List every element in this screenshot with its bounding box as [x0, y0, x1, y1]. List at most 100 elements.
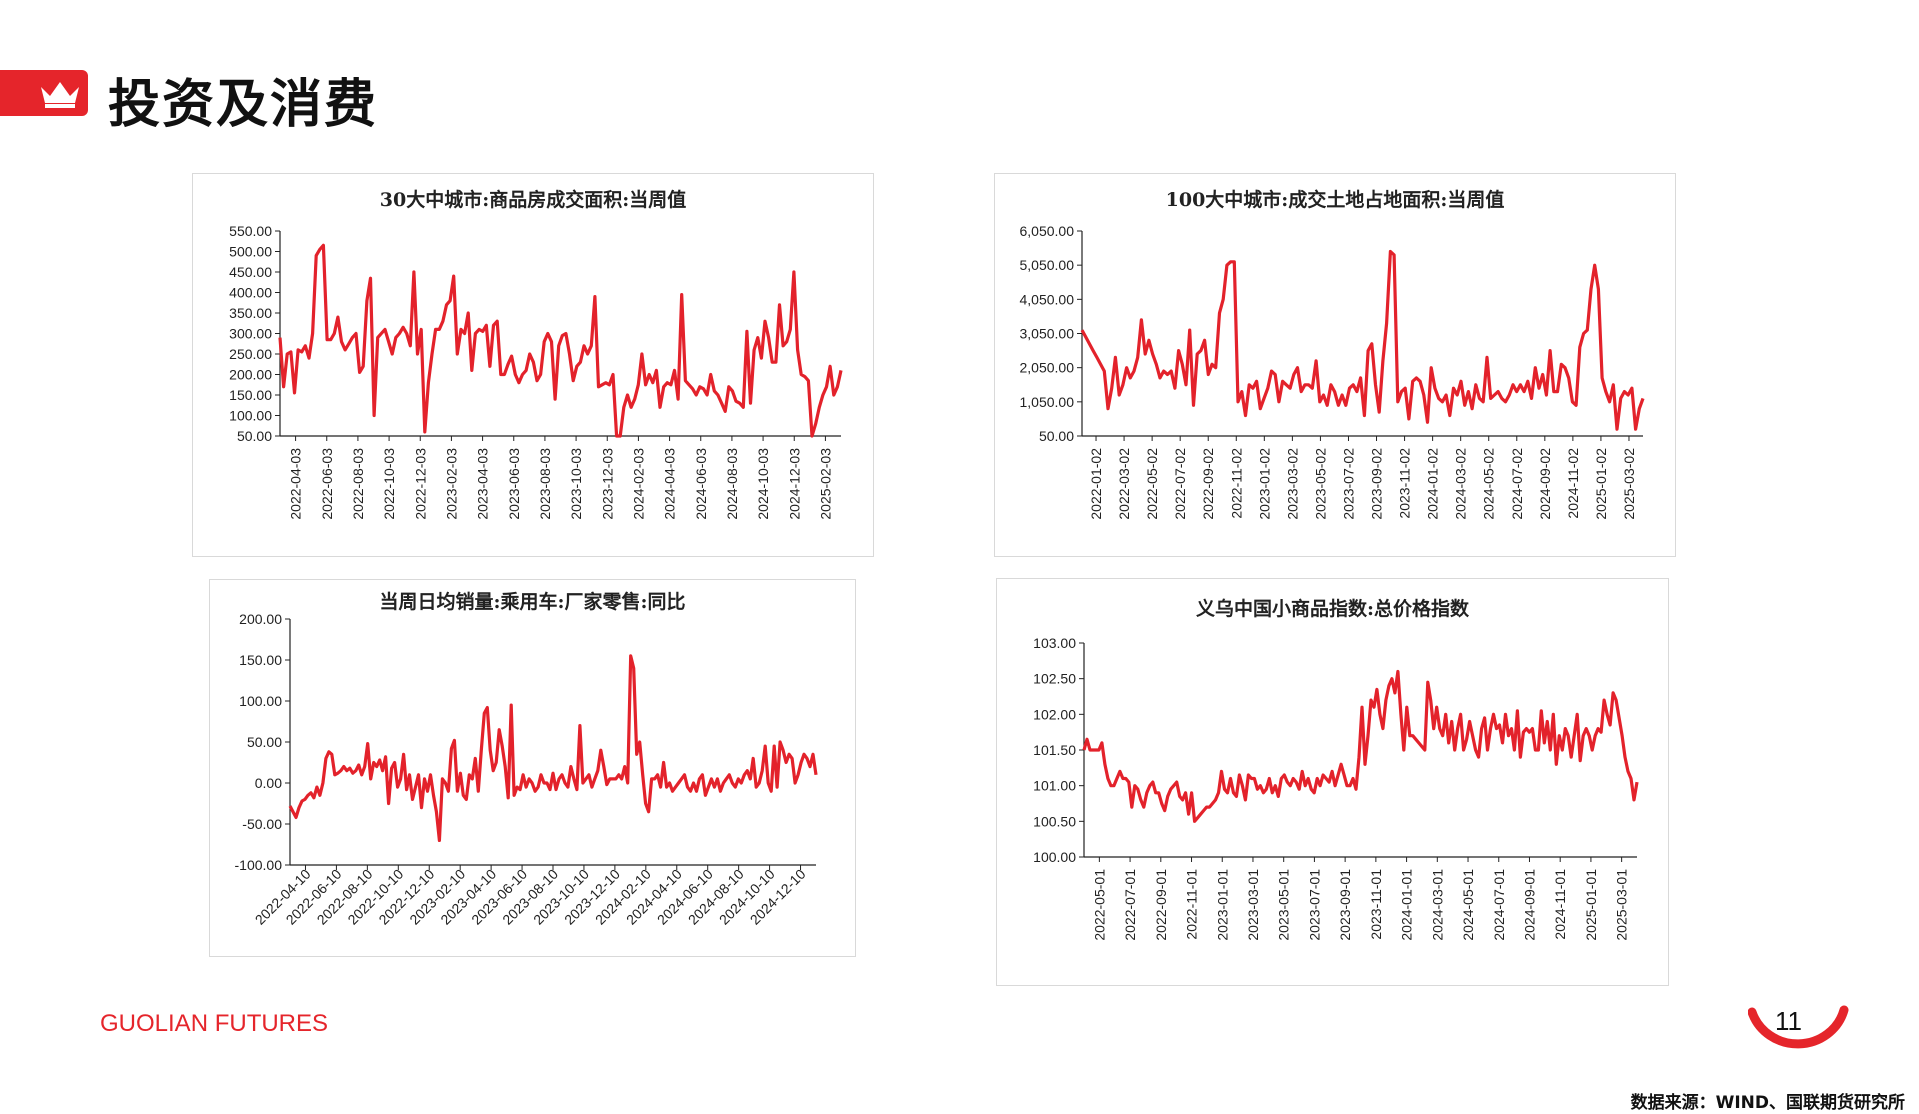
title-tab	[0, 70, 88, 116]
series-line	[1082, 669, 1639, 823]
x-tick-label: 2024-09-01	[1521, 869, 1537, 941]
x-tick-label: 2022-05-02	[1144, 448, 1160, 520]
x-tick-label: 2023-05-02	[1312, 448, 1328, 520]
x-tick-label: 2024-10-03	[755, 448, 771, 520]
x-tick-label: 2024-06-03	[693, 448, 709, 520]
y-tick-label: 150.00	[229, 387, 272, 403]
x-tick-label: 2024-11-02	[1565, 448, 1581, 519]
x-tick-label: 2022-09-02	[1200, 448, 1216, 520]
y-tick-label: 200.00	[229, 367, 272, 383]
x-tick-label: 2023-11-02	[1397, 448, 1413, 519]
chart-svg-2: 当周日均销量:乘用车:厂家零售:同比 -100.00 -50.00 0.00 50.00…	[235, 590, 818, 928]
x-tick-label: 2024-05-01	[1460, 869, 1476, 941]
x-tick-label: 2023-09-02	[1369, 448, 1385, 520]
x-tick-label: 2022-06-03	[319, 448, 335, 520]
y-tick-label: 6,050.00	[1020, 223, 1075, 239]
page-arc-decoration	[1748, 1005, 1849, 1049]
y-tick-label: 5,050.00	[1020, 257, 1075, 273]
brand-name-b: FUTURES	[208, 1010, 329, 1037]
x-tick-label: 2025-01-01	[1583, 869, 1599, 941]
chart-svg-3: 义乌中国小商品指数:总价格指数 100.00 100.50 101.00 101.50 1…	[1033, 597, 1639, 941]
chart-panel-residential-area: 30大中城市:商品房成交面积:当周值 50.00 100.00 150.00 200.0…	[192, 173, 874, 557]
chart-svg-1: 100大中城市:成交土地占地面积:当周值 50.00 1,050.00 2,050.0…	[1020, 188, 1645, 520]
x-tick-label: 2023-03-01	[1245, 869, 1261, 941]
y-tick-label: 250.00	[229, 346, 272, 362]
y-tick-label: 400.00	[229, 285, 272, 301]
x-tick-label: 2023-01-01	[1214, 869, 1230, 941]
x-tick-label: 2025-01-02	[1593, 448, 1609, 520]
x-tick-label: 2023-10-03	[568, 448, 584, 520]
y-tick-label: 3,050.00	[1020, 326, 1075, 342]
x-tick-label: 2025-02-03	[817, 448, 833, 520]
y-tick-label: 450.00	[229, 264, 272, 280]
series-line	[278, 243, 843, 438]
x-tick-label: 2025-03-02	[1621, 448, 1637, 520]
y-tick-label: 101.00	[1033, 778, 1076, 794]
x-tick-label: 2023-07-01	[1306, 869, 1322, 941]
y-tick-label: 1,050.00	[1020, 394, 1075, 410]
x-tick-label: 2023-11-01	[1368, 869, 1384, 940]
y-tick-label: 100.00	[239, 693, 282, 709]
x-tick-label: 2022-07-01	[1122, 869, 1138, 941]
y-tick-label: 200.00	[239, 611, 282, 627]
x-tick-label: 2023-02-03	[443, 448, 459, 520]
x-tick-label: 2022-11-02	[1228, 448, 1244, 519]
y-tick-label: 100.50	[1033, 813, 1076, 829]
x-tick-label: 2024-12-03	[786, 448, 802, 520]
x-tick-label: 2024-08-03	[724, 448, 740, 520]
x-tick-label: 2024-09-02	[1537, 448, 1553, 520]
x-tick-label: 2023-12-03	[599, 448, 615, 520]
y-tick-label: 300.00	[229, 326, 272, 342]
y-tick-label: 102.00	[1033, 706, 1076, 722]
x-tick-label: 2024-02-03	[630, 448, 646, 520]
y-tick-label: 350.00	[229, 305, 272, 321]
chart-panel-land-area: 100大中城市:成交土地占地面积:当周值 50.00 1,050.00 2,050.0…	[994, 173, 1676, 557]
chart-title: 当周日均销量:乘用车:厂家零售:同比	[379, 590, 685, 613]
chart-title: 义乌中国小商品指数:总价格指数	[1196, 597, 1470, 620]
x-tick-label: 2024-03-02	[1453, 448, 1469, 520]
x-tick-label: 2024-01-01	[1399, 869, 1415, 941]
x-tick-label: 2022-03-02	[1116, 448, 1132, 520]
chart-title: 30大中城市:商品房成交面积:当周值	[380, 188, 686, 211]
y-tick-label: 550.00	[229, 223, 272, 239]
x-tick-label: 2024-11-01	[1552, 869, 1568, 940]
chart-panel-yiwu-index: 义乌中国小商品指数:总价格指数 100.00 100.50 101.00 101.50 1…	[996, 578, 1669, 986]
y-tick-label: 500.00	[229, 244, 272, 260]
x-tick-label: 2023-08-03	[537, 448, 553, 520]
y-tick-label: -100.00	[235, 857, 283, 873]
y-tick-label: 2,050.00	[1020, 360, 1075, 376]
y-tick-label: 100.00	[229, 408, 272, 424]
y-tick-label: 102.50	[1033, 671, 1076, 687]
chart-title: 100大中城市:成交土地占地面积:当周值	[1166, 188, 1505, 211]
x-tick-label: 2024-04-03	[662, 448, 678, 520]
y-tick-label: 50.00	[237, 428, 272, 444]
y-tick-label: 0.00	[255, 775, 282, 791]
series-line	[288, 654, 818, 842]
x-tick-label: 2024-07-02	[1509, 448, 1525, 520]
page-title: 投资及消费	[108, 75, 379, 135]
data-source: 数据来源：WIND、国联期货研究所	[1630, 1093, 1905, 1113]
chart-panel-car-sales-yoy: 当周日均销量:乘用车:厂家零售:同比 -100.00 -50.00 0.00 50.00…	[209, 579, 856, 957]
x-tick-label: 2022-05-01	[1091, 869, 1107, 941]
y-tick-label: 150.00	[239, 652, 282, 668]
x-tick-label: 2022-12-03	[412, 448, 428, 520]
x-tick-label: 2024-05-02	[1481, 448, 1497, 520]
brand-logo-text: GUOLIAN FUTURES	[100, 1010, 328, 1038]
x-tick-label: 2023-06-03	[506, 448, 522, 520]
x-tick-label: 2024-03-01	[1429, 869, 1445, 941]
y-tick-label: 50.00	[247, 734, 282, 750]
y-tick-label: 50.00	[1039, 428, 1074, 444]
page-number: 11	[1775, 1006, 1802, 1036]
y-tick-label: 100.00	[1033, 849, 1076, 865]
x-tick-label: 2025-03-01	[1614, 869, 1630, 941]
x-tick-label: 2022-07-02	[1172, 448, 1188, 520]
x-tick-label: 2022-11-01	[1184, 869, 1200, 940]
x-tick-label: 2024-07-01	[1491, 869, 1507, 941]
x-tick-label: 2022-10-03	[381, 448, 397, 520]
x-tick-label: 2022-09-01	[1153, 869, 1169, 941]
x-tick-label: 2022-01-02	[1088, 448, 1104, 520]
y-tick-label: 101.50	[1033, 742, 1076, 758]
y-tick-label: -50.00	[242, 816, 282, 832]
x-tick-label: 2023-03-02	[1284, 448, 1300, 520]
x-tick-label: 2023-05-01	[1276, 869, 1292, 941]
